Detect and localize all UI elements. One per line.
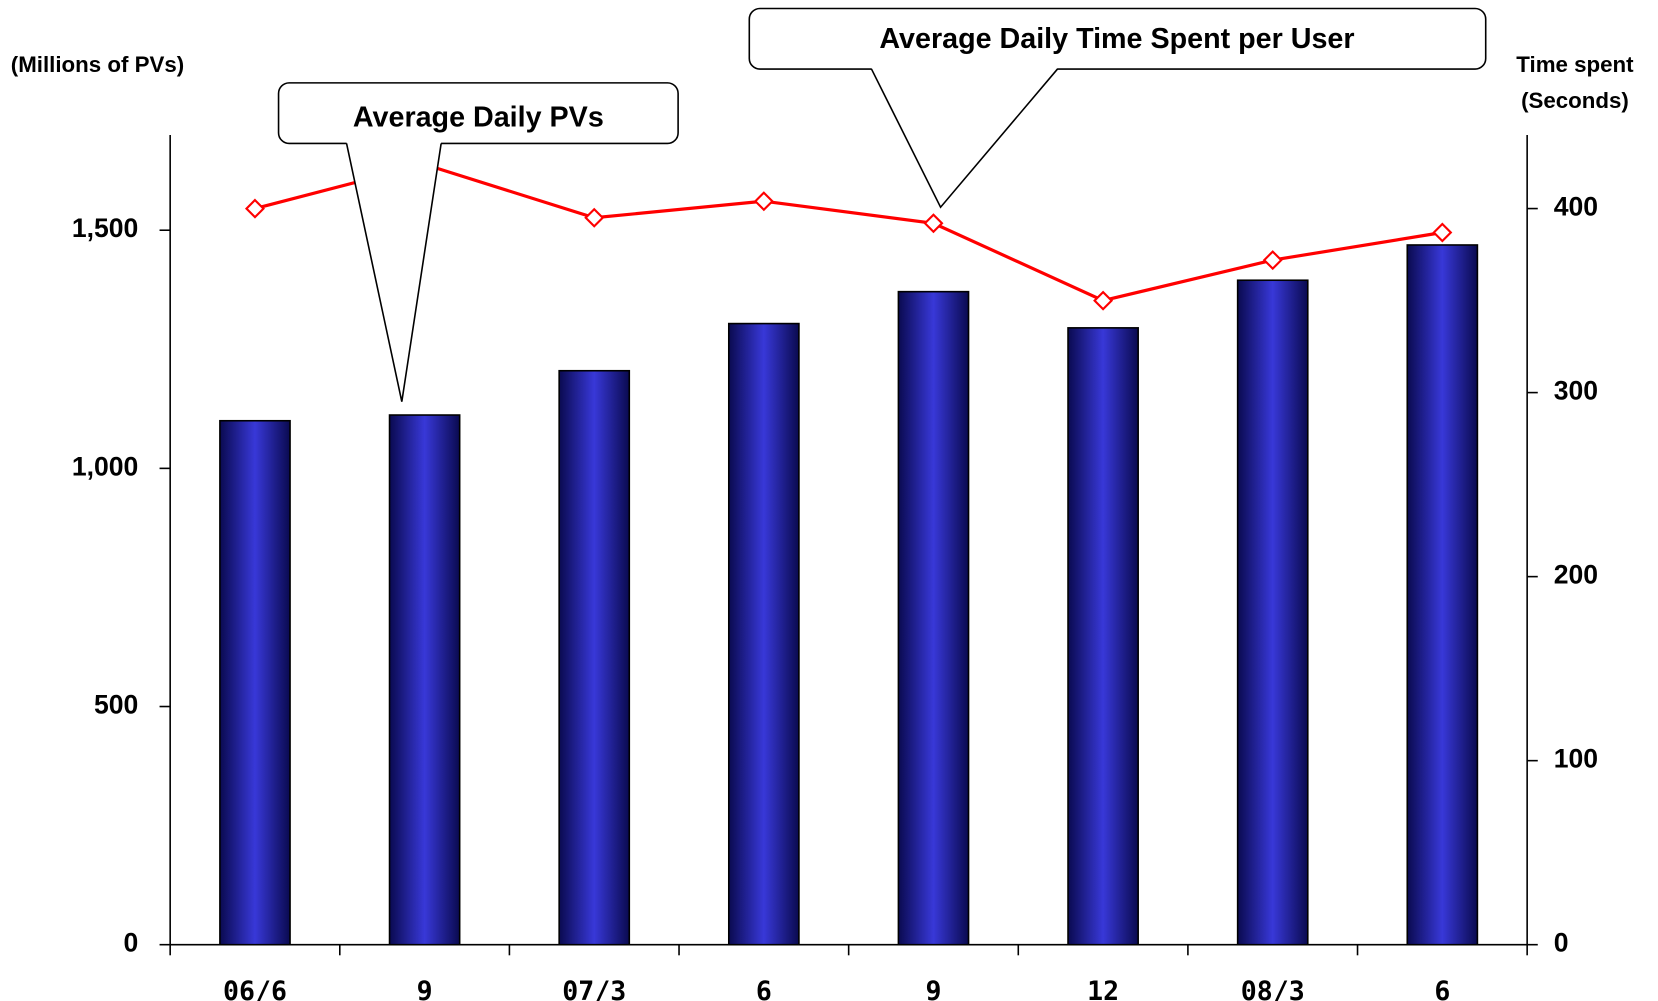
y-tick-label: 0 — [124, 928, 139, 958]
y-axis-title: (Millions of PVs) — [11, 52, 184, 77]
y2-axis-title: Time spent — [1516, 52, 1634, 77]
callout-pointer — [346, 142, 442, 402]
bar — [727, 322, 800, 946]
x-tick-label: 6 — [756, 976, 772, 1001]
callout-text: Average Daily PVs — [353, 102, 604, 134]
x-tick-label: 9 — [925, 976, 941, 1001]
marker — [923, 213, 944, 234]
marker — [244, 198, 265, 219]
bar — [1406, 244, 1479, 946]
x-tick-label: 06/6 — [223, 976, 287, 1001]
x-tick-label: 12 — [1087, 976, 1119, 1001]
y2-tick-label: 200 — [1554, 560, 1598, 590]
callout: Average Daily PVs — [277, 82, 679, 402]
bar — [558, 369, 631, 946]
bar — [219, 419, 291, 946]
callout-box — [748, 7, 1487, 70]
y-tick-label: 1,500 — [72, 213, 138, 243]
callout-pointer — [870, 68, 1059, 209]
x-tick-label: 9 — [417, 976, 433, 1001]
x-tick-label: 08/3 — [1241, 976, 1305, 1001]
marker — [1432, 222, 1453, 243]
line — [254, 162, 1443, 303]
callout-pointer — [345, 143, 442, 402]
marker — [584, 207, 605, 228]
y2-tick-label: 0 — [1554, 928, 1569, 958]
bar — [897, 290, 970, 946]
y-tick-label: 500 — [94, 690, 138, 720]
callout: Average Daily Time Spent per User — [748, 7, 1487, 209]
bar — [1067, 327, 1139, 946]
callout-pointer — [871, 68, 1058, 208]
x-tick-label: 07/3 — [562, 976, 626, 1001]
x-tick-label: 6 — [1434, 976, 1450, 1001]
marker — [753, 191, 774, 212]
y2-tick-label: 100 — [1554, 744, 1598, 774]
marker — [1262, 250, 1283, 271]
marker — [1093, 290, 1114, 311]
y2-tick-label: 300 — [1554, 376, 1598, 406]
y2-axis-title: (Seconds) — [1521, 88, 1629, 113]
bar — [388, 414, 461, 946]
y-tick-label: 1,000 — [72, 451, 138, 481]
bar — [1236, 279, 1309, 946]
y2-tick-label: 400 — [1554, 192, 1598, 222]
callout-box — [277, 82, 679, 145]
callout-text: Average Daily Time Spent per User — [879, 23, 1354, 55]
